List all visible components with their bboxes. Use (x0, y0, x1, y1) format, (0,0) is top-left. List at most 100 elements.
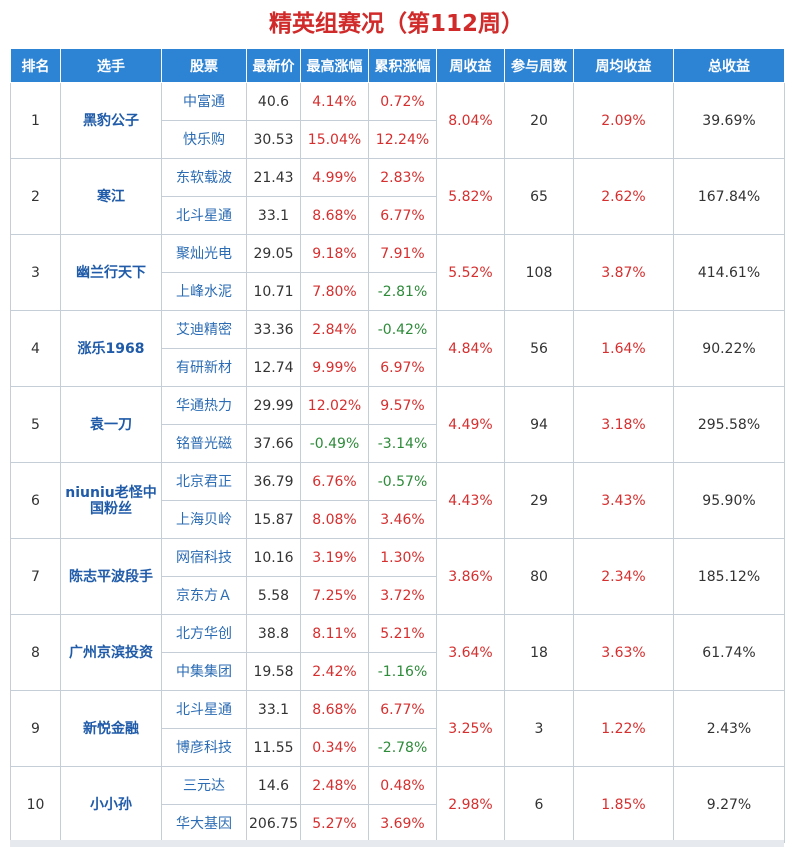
max-gain-cell: 2.48% (300, 766, 369, 805)
stock-name-link[interactable]: 京东方Ａ (161, 576, 247, 615)
latest-price-cell: 10.16 (246, 538, 301, 577)
rank-cell: 3 (10, 234, 61, 311)
latest-price-cell: 38.8 (246, 614, 301, 653)
player-name-link[interactable]: 新悦金融 (60, 690, 162, 767)
player-name-link[interactable]: 幽兰行天下 (60, 234, 162, 311)
rank-cell: 8 (10, 614, 61, 691)
avg-weekly-cell: 3.43% (573, 462, 674, 539)
stock-name-link[interactable]: 上海贝岭 (161, 500, 247, 539)
stock-name-link[interactable]: 艾迪精密 (161, 310, 247, 349)
max-gain-cell: 2.84% (300, 310, 369, 349)
player-name-link[interactable]: 广州京滨投资 (60, 614, 162, 691)
total-return-cell: 9.27% (673, 766, 785, 843)
latest-price-cell: 11.55 (246, 728, 301, 767)
header-cum-gain[interactable]: 累积涨幅 (368, 48, 437, 83)
player-name-link[interactable]: 涨乐1968 (60, 310, 162, 387)
cum-gain-cell: -0.57% (368, 462, 437, 501)
total-return-cell: 414.61% (673, 234, 785, 311)
latest-price-cell: 29.05 (246, 234, 301, 273)
cum-gain-cell: 12.24% (368, 120, 437, 159)
weekly-return-cell: 3.86% (436, 538, 505, 615)
table-header-row: 排名 选手 股票 最新价 最高涨幅 累积涨幅 周收益 参与周数 周均收益 总收益 (10, 48, 785, 83)
stock-name-link[interactable]: 博彦科技 (161, 728, 247, 767)
stock-name-link[interactable]: 东软载波 (161, 158, 247, 197)
weekly-return-cell: 8.04% (436, 82, 505, 159)
header-rank[interactable]: 排名 (10, 48, 61, 83)
weeks-cell: 6 (504, 766, 574, 843)
max-gain-cell: 4.99% (300, 158, 369, 197)
latest-price-cell: 33.1 (246, 690, 301, 729)
cum-gain-cell: 6.77% (368, 196, 437, 235)
total-return-cell: 167.84% (673, 158, 785, 235)
player-name-link[interactable]: 袁一刀 (60, 386, 162, 463)
header-max-gain[interactable]: 最高涨幅 (300, 48, 369, 83)
stock-name-link[interactable]: 上峰水泥 (161, 272, 247, 311)
stock-name-link[interactable]: 华大基因 (161, 804, 247, 843)
stock-name-link[interactable]: 北斗星通 (161, 690, 247, 729)
avg-weekly-cell: 1.22% (573, 690, 674, 767)
table-row: 6 niuniu老怪中国粉丝 北京君正 36.79 6.76% -0.57% 4.43% 29… (10, 462, 785, 539)
stock-name-link[interactable]: 聚灿光电 (161, 234, 247, 273)
weekly-return-cell: 4.43% (436, 462, 505, 539)
stock-name-link[interactable]: 北方华创 (161, 614, 247, 653)
stock-name-link[interactable]: 铭普光磁 (161, 424, 247, 463)
header-avg-weekly[interactable]: 周均收益 (573, 48, 674, 83)
table-row: 有研新材 12.74 9.99% 6.97% (11, 348, 785, 387)
table-row: 10 小小孙 三元达 14.6 2.48% 0.48% 2.98% 6 1.85% 9.27% (10, 766, 785, 843)
header-total[interactable]: 总收益 (673, 48, 785, 83)
stock-name-link[interactable]: 北斗星通 (161, 196, 247, 235)
header-weekly-return[interactable]: 周收益 (436, 48, 505, 83)
header-player[interactable]: 选手 (60, 48, 162, 83)
latest-price-cell: 33.36 (246, 310, 301, 349)
cum-gain-cell: -1.16% (368, 652, 437, 691)
cum-gain-cell: 6.97% (368, 348, 437, 387)
player-name-link[interactable]: niuniu老怪中国粉丝 (60, 462, 162, 539)
stock-name-link[interactable]: 快乐购 (161, 120, 247, 159)
avg-weekly-cell: 2.09% (573, 82, 674, 159)
table-row: 北斗星通 33.1 8.68% 6.77% (11, 196, 785, 235)
stock-name-link[interactable]: 网宿科技 (161, 538, 247, 577)
avg-weekly-cell: 1.64% (573, 310, 674, 387)
player-name-link[interactable]: 寒江 (60, 158, 162, 235)
rank-cell: 10 (10, 766, 61, 843)
max-gain-cell: 6.76% (300, 462, 369, 501)
cum-gain-cell: 3.46% (368, 500, 437, 539)
avg-weekly-cell: 1.85% (573, 766, 674, 843)
rank-cell: 5 (10, 386, 61, 463)
rank-cell: 9 (10, 690, 61, 767)
rank-cell: 6 (10, 462, 61, 539)
cum-gain-cell: 0.48% (368, 766, 437, 805)
stock-name-link[interactable]: 三元达 (161, 766, 247, 805)
max-gain-cell: 8.08% (300, 500, 369, 539)
max-gain-cell: 7.80% (300, 272, 369, 311)
player-name-link[interactable]: 陈志平波段手 (60, 538, 162, 615)
page-title: 精英组赛况（第112周） (268, 11, 524, 37)
latest-price-cell: 14.6 (246, 766, 301, 805)
table-row: 9 新悦金融 北斗星通 33.1 8.68% 6.77% 3.25% 3 1.22% 2.43% (10, 690, 785, 767)
player-name-link[interactable]: 黑豹公子 (60, 82, 162, 159)
stock-name-link[interactable]: 有研新材 (161, 348, 247, 387)
stock-name-link[interactable]: 中富通 (161, 82, 247, 121)
weekly-return-cell: 5.82% (436, 158, 505, 235)
cum-gain-cell: 7.91% (368, 234, 437, 273)
max-gain-cell: 0.34% (300, 728, 369, 767)
header-weeks[interactable]: 参与周数 (504, 48, 574, 83)
table-row: 京东方Ａ 5.58 7.25% 3.72% (11, 576, 785, 615)
table-row: 快乐购 30.53 15.04% 12.24% (11, 120, 785, 159)
total-return-cell: 2.43% (673, 690, 785, 767)
table-row: 5 袁一刀 华通热力 29.99 12.02% 9.57% 4.49% 94 3.18% 295.… (10, 386, 785, 463)
cum-gain-cell: 0.72% (368, 82, 437, 121)
header-price[interactable]: 最新价 (246, 48, 301, 83)
max-gain-cell: 3.19% (300, 538, 369, 577)
stock-name-link[interactable]: 华通热力 (161, 386, 247, 425)
weekly-return-cell: 5.52% (436, 234, 505, 311)
table-row: 3 幽兰行天下 聚灿光电 29.05 9.18% 7.91% 5.52% 108 3.87% 41… (10, 234, 785, 311)
max-gain-cell: -0.49% (300, 424, 369, 463)
scrollbar-track[interactable] (10, 840, 784, 847)
stock-name-link[interactable]: 中集集团 (161, 652, 247, 691)
latest-price-cell: 5.58 (246, 576, 301, 615)
player-name-link[interactable]: 小小孙 (60, 766, 162, 843)
header-stock[interactable]: 股票 (161, 48, 247, 83)
weeks-cell: 80 (504, 538, 574, 615)
stock-name-link[interactable]: 北京君正 (161, 462, 247, 501)
